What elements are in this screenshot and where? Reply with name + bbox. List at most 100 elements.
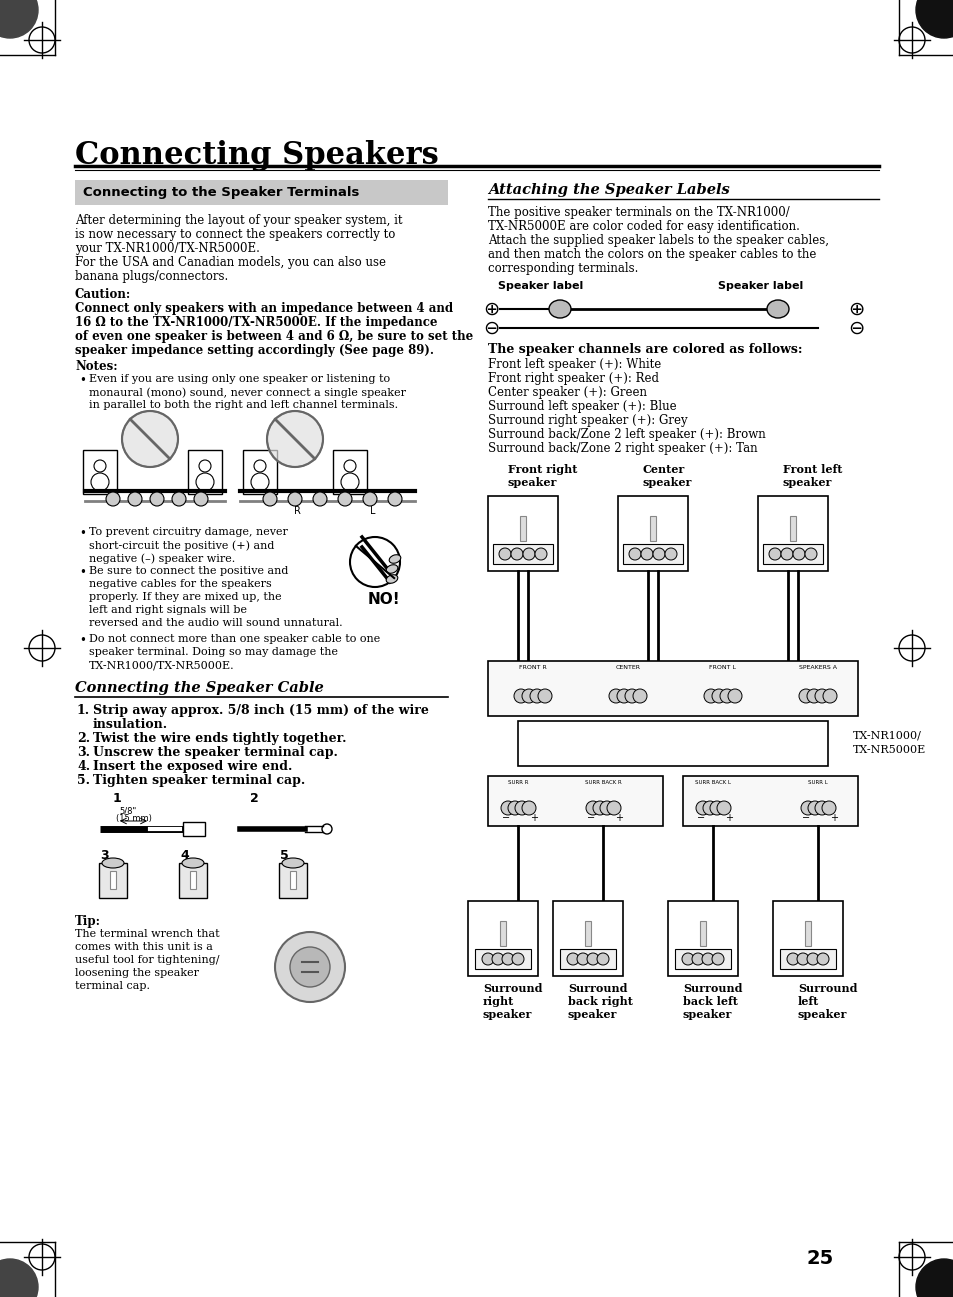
Text: Front left
speaker: Front left speaker	[782, 464, 841, 488]
Circle shape	[617, 689, 630, 703]
Text: 5/8": 5/8"	[119, 805, 136, 815]
Text: FRONT R: FRONT R	[518, 665, 546, 671]
Text: The speaker channels are colored as follows:: The speaker channels are colored as foll…	[488, 342, 801, 355]
Text: ⊖: ⊖	[482, 319, 498, 337]
Circle shape	[566, 953, 578, 965]
Text: your TX-NR1000/TX-NR5000E.: your TX-NR1000/TX-NR5000E.	[75, 243, 259, 256]
Text: −: −	[496, 555, 506, 568]
Bar	[99, 863, 127, 898]
Text: 4.: 4.	[77, 760, 90, 773]
Circle shape	[535, 549, 546, 560]
Ellipse shape	[766, 300, 788, 318]
Bar	[188, 450, 222, 494]
Text: FRONT L: FRONT L	[709, 665, 736, 671]
Text: −: −	[477, 960, 488, 973]
Text: 3.: 3.	[77, 746, 90, 759]
Text: +: +	[540, 555, 551, 568]
Circle shape	[806, 689, 821, 703]
Circle shape	[799, 689, 812, 703]
Text: insulation.: insulation.	[92, 719, 168, 732]
Circle shape	[501, 953, 514, 965]
Circle shape	[150, 492, 164, 506]
Text: ⊕: ⊕	[847, 300, 863, 319]
Text: 1: 1	[112, 792, 122, 805]
Text: 16 Ω to the TX-NR1000/TX-NR5000E. If the impedance: 16 Ω to the TX-NR1000/TX-NR5000E. If the…	[75, 316, 437, 329]
Text: negative cables for the speakers: negative cables for the speakers	[89, 578, 272, 589]
Text: 2.: 2.	[77, 732, 90, 744]
Text: Speaker label: Speaker label	[497, 281, 582, 291]
Text: R: R	[294, 506, 300, 516]
Circle shape	[514, 689, 527, 703]
Circle shape	[792, 549, 804, 560]
Bar	[772, 901, 842, 977]
Text: Surround left speaker (+): Blue: Surround left speaker (+): Blue	[488, 399, 676, 412]
Bar	[333, 450, 367, 494]
Ellipse shape	[386, 575, 397, 584]
Circle shape	[814, 802, 828, 815]
Circle shape	[492, 953, 503, 965]
Circle shape	[577, 953, 588, 965]
Text: −: −	[625, 555, 636, 568]
Text: useful tool for tightening/: useful tool for tightening/	[75, 955, 219, 965]
Circle shape	[628, 549, 640, 560]
Bar	[468, 901, 537, 977]
Bar	[475, 949, 531, 969]
Ellipse shape	[182, 859, 204, 868]
Text: 2: 2	[250, 792, 258, 805]
Circle shape	[521, 802, 536, 815]
Text: −: −	[697, 813, 704, 824]
Bar	[804, 921, 810, 946]
Text: Center
speaker: Center speaker	[642, 464, 692, 488]
Bar	[83, 450, 117, 494]
Text: TX-NR1000/: TX-NR1000/	[852, 732, 921, 741]
Text: terminal cap.: terminal cap.	[75, 981, 150, 991]
Text: Strip away approx. 5/8 inch (15 mm) of the wire: Strip away approx. 5/8 inch (15 mm) of t…	[92, 704, 429, 717]
Circle shape	[128, 492, 142, 506]
Text: −: −	[678, 960, 688, 973]
Text: 3: 3	[100, 850, 109, 863]
Circle shape	[597, 953, 608, 965]
Circle shape	[586, 953, 598, 965]
Bar	[780, 949, 835, 969]
Text: reversed and the audio will sound unnatural.: reversed and the audio will sound unnatu…	[89, 617, 342, 628]
Ellipse shape	[389, 555, 400, 563]
Circle shape	[822, 689, 836, 703]
Text: speaker terminal. Doing so may damage the: speaker terminal. Doing so may damage th…	[89, 647, 337, 658]
Circle shape	[691, 953, 703, 965]
Text: +: +	[825, 960, 836, 973]
Text: 25: 25	[805, 1249, 833, 1267]
Text: banana plugs/connectors.: banana plugs/connectors.	[75, 270, 228, 283]
Bar	[179, 863, 207, 898]
Text: 4: 4	[180, 850, 189, 863]
Circle shape	[337, 492, 352, 506]
Text: Do not connect more than one speaker cable to one: Do not connect more than one speaker cab…	[89, 634, 380, 645]
Text: •: •	[79, 374, 86, 387]
Circle shape	[515, 802, 529, 815]
Text: Surround back/Zone 2 right speaker (+): Tan: Surround back/Zone 2 right speaker (+): …	[488, 442, 757, 455]
Text: of even one speaker is between 4 and 6 Ω, be sure to set the: of even one speaker is between 4 and 6 Ω…	[75, 329, 473, 342]
Text: loosening the speaker: loosening the speaker	[75, 968, 199, 978]
Text: •: •	[79, 634, 86, 647]
Text: Attach the supplied speaker labels to the speaker cables,: Attach the supplied speaker labels to th…	[488, 233, 828, 246]
Text: Front right speaker (+): Red: Front right speaker (+): Red	[488, 372, 659, 385]
Circle shape	[786, 953, 799, 965]
Text: corresponding terminals.: corresponding terminals.	[488, 262, 638, 275]
Text: To prevent circuitry damage, never: To prevent circuitry damage, never	[89, 527, 288, 537]
Text: short-circuit the positive (+) and: short-circuit the positive (+) and	[89, 540, 274, 550]
Circle shape	[521, 689, 536, 703]
Circle shape	[796, 953, 808, 965]
Circle shape	[915, 0, 953, 38]
Circle shape	[816, 953, 828, 965]
Circle shape	[122, 411, 178, 467]
Circle shape	[804, 549, 816, 560]
Text: SURR BACK L: SURR BACK L	[695, 779, 730, 785]
Text: −: −	[586, 813, 595, 824]
Text: negative (–) speaker wire.: negative (–) speaker wire.	[89, 553, 235, 564]
Circle shape	[0, 0, 38, 38]
Bar	[499, 921, 505, 946]
Circle shape	[193, 492, 208, 506]
Bar	[183, 822, 205, 837]
Text: −: −	[501, 813, 510, 824]
Circle shape	[388, 492, 401, 506]
Circle shape	[703, 689, 718, 703]
